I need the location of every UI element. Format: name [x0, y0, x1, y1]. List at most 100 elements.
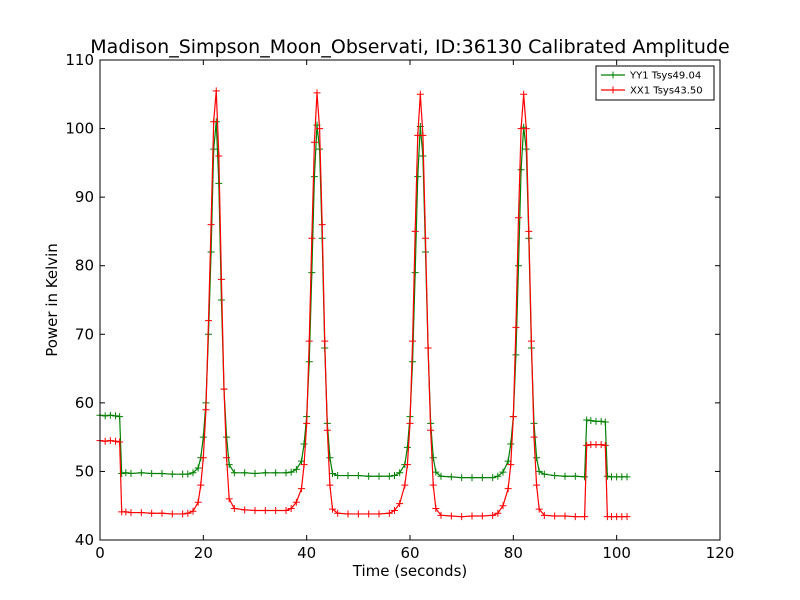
x-axis: 0 20 40 60 80 100 120 [95, 60, 734, 562]
data-point [530, 433, 538, 441]
x-tick-label: 100 [602, 544, 631, 562]
data-point [313, 89, 321, 97]
data-point [298, 485, 305, 493]
data-point [326, 481, 334, 489]
data-point [210, 145, 218, 153]
data-point [202, 406, 210, 414]
data-point [184, 509, 192, 517]
legend-entry: YY1 Tsys49.04 [601, 71, 701, 82]
data-point [230, 469, 238, 477]
y-tick-label: 70 [75, 325, 94, 343]
data-point [551, 512, 559, 520]
data-point [305, 337, 313, 345]
y-tick-label: 60 [75, 394, 94, 412]
data-point [230, 504, 238, 512]
data-point [168, 510, 176, 518]
data-point [416, 90, 424, 98]
plot-series [96, 87, 631, 521]
data-point [512, 323, 520, 331]
data-point [212, 87, 220, 95]
data-point [326, 454, 334, 462]
data-point [287, 504, 295, 512]
data-point [385, 472, 393, 480]
data-point [437, 511, 445, 519]
data-point [310, 173, 318, 181]
y-tick-label: 80 [75, 257, 94, 275]
data-point [478, 512, 486, 520]
legend-marker [609, 71, 617, 79]
data-point [583, 416, 591, 424]
data-point [365, 510, 373, 518]
data-point [437, 472, 445, 480]
chart-title: Madison_Simpson_Moon_Observati, ID:36130… [90, 36, 729, 58]
series-line [99, 121, 627, 479]
y-tick-label: 90 [75, 188, 94, 206]
data-point [251, 507, 259, 515]
data-point [458, 474, 466, 482]
data-point [540, 470, 548, 478]
data-point [241, 469, 249, 477]
data-point [396, 469, 404, 477]
data-point [581, 513, 589, 521]
data-point [489, 511, 497, 519]
legend-entry: XX1 Tsys43.50 [601, 86, 703, 97]
data-point [432, 504, 440, 512]
data-point [603, 472, 611, 480]
data-point [118, 469, 126, 477]
data-point [329, 469, 336, 477]
data-point [571, 472, 579, 480]
data-point [494, 509, 502, 517]
data-point [106, 437, 114, 445]
data-point [300, 440, 308, 448]
data-point [533, 454, 541, 462]
data-point [601, 441, 609, 449]
data-point [310, 138, 318, 146]
data-point [623, 513, 631, 521]
data-point [499, 468, 507, 476]
data-point [220, 385, 228, 393]
x-tick-label: 40 [297, 544, 316, 562]
data-point [385, 509, 393, 517]
data-point [292, 465, 300, 473]
data-point [535, 505, 543, 513]
data-point [323, 426, 331, 434]
data-point [217, 275, 225, 283]
data-point [494, 472, 502, 480]
data-point [499, 502, 507, 510]
series-2 [96, 87, 631, 521]
data-point [223, 454, 231, 462]
data-point [354, 472, 362, 480]
data-point [533, 481, 541, 489]
data-point [406, 419, 414, 427]
data-point [197, 481, 205, 489]
data-point [365, 472, 373, 480]
data-point [272, 507, 280, 515]
data-point [403, 443, 411, 451]
data-point [597, 417, 605, 425]
data-point [522, 125, 530, 133]
data-point [391, 507, 398, 515]
data-point [122, 508, 130, 516]
data-point [300, 461, 308, 469]
legend-marker [609, 86, 617, 94]
series-line [99, 90, 627, 518]
data-point [409, 337, 417, 345]
data-point [116, 413, 124, 421]
data-point [287, 468, 295, 476]
x-axis-label: Time (seconds) [352, 562, 468, 580]
data-point [344, 510, 352, 518]
data-point [375, 472, 383, 480]
data-point [158, 509, 166, 517]
data-point [540, 511, 548, 519]
data-point [571, 513, 579, 521]
data-point [354, 510, 362, 518]
data-point [507, 461, 515, 469]
data-point [583, 441, 591, 449]
data-point [587, 417, 595, 425]
data-point [561, 512, 569, 520]
legend-label: YY1 Tsys49.04 [629, 71, 701, 82]
data-point [525, 227, 533, 235]
data-point [308, 269, 316, 277]
data-point [329, 505, 336, 513]
data-point [194, 464, 202, 472]
